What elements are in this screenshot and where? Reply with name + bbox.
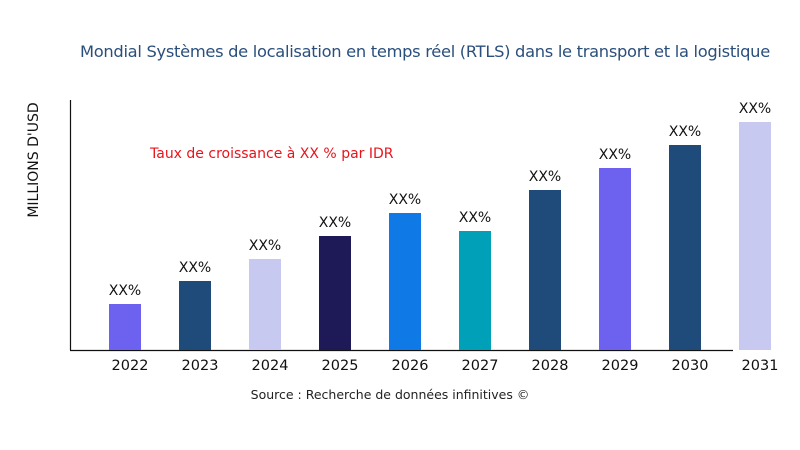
bar-2025 [319, 236, 351, 350]
data-label-2023: XX% [179, 260, 211, 276]
bar-2023 [179, 281, 211, 350]
data-label-2024: XX% [249, 238, 281, 254]
data-label-2025: XX% [319, 215, 351, 231]
data-label-2029: XX% [599, 147, 631, 163]
data-label-2030: XX% [669, 124, 701, 140]
data-label-2028: XX% [529, 169, 561, 185]
x-tick-label-2031: 2031 [742, 358, 779, 374]
data-label-2027: XX% [459, 210, 491, 226]
x-tick-label-2025: 2025 [322, 358, 359, 374]
x-tick-label-2030: 2030 [672, 358, 709, 374]
bar-2028 [529, 190, 561, 350]
x-tick-label-2026: 2026 [392, 358, 429, 374]
x-tick-label-2029: 2029 [602, 358, 639, 374]
x-tick-label-2027: 2027 [462, 358, 499, 374]
bar-2022 [109, 304, 141, 350]
bar-2026 [389, 213, 421, 350]
x-tick-label-2024: 2024 [252, 358, 289, 374]
data-label-2022: XX% [109, 283, 141, 299]
bar-2029 [599, 168, 631, 350]
bar-2030 [669, 145, 701, 350]
x-tick-label-2028: 2028 [532, 358, 569, 374]
x-tick-label-2022: 2022 [112, 358, 149, 374]
bar-2031 [739, 122, 771, 350]
bar-2024 [249, 259, 281, 350]
source-note: Source : Recherche de données infinitive… [250, 387, 530, 402]
growth-rate-annotation: Taux de croissance à XX % par IDR [150, 146, 394, 162]
data-label-2026: XX% [389, 192, 421, 208]
bar-2027 [459, 231, 491, 350]
x-tick-label-2023: 2023 [182, 358, 219, 374]
chart-title: Mondial Systèmes de localisation en temp… [80, 42, 770, 61]
data-label-2031: XX% [739, 101, 771, 117]
